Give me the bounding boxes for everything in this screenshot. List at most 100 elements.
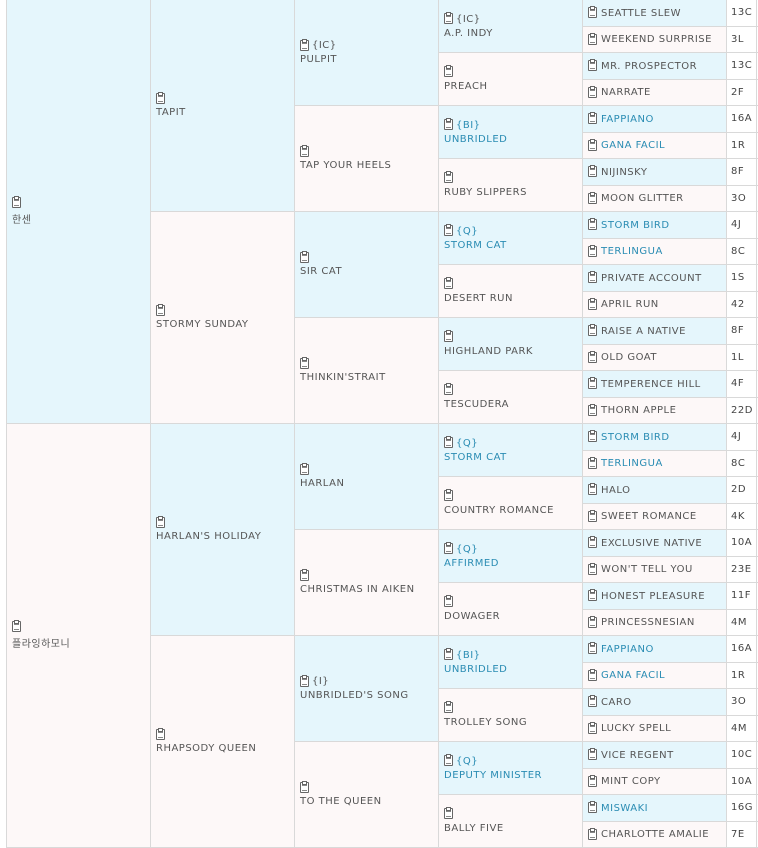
ancestor-cell-g5-5[interactable]: GANA FACIL — [583, 132, 727, 159]
ancestor-cell-g5-24[interactable]: FAPPIANO — [583, 636, 727, 663]
clipboard-icon[interactable] — [588, 378, 597, 389]
ancestor-cell-g5-23[interactable]: PRINCESSNESIAN — [583, 609, 727, 636]
clipboard-icon[interactable] — [588, 405, 597, 416]
clipboard-icon[interactable] — [588, 802, 597, 813]
clipboard-icon[interactable] — [588, 617, 597, 628]
horse-name-link[interactable]: MISWAKI — [601, 803, 648, 814]
clipboard-icon[interactable] — [444, 543, 453, 554]
ancestor-cell-g4-1[interactable]: PREACH — [439, 53, 583, 106]
ancestor-cell-g4-8[interactable]: {Q}STORM CAT — [439, 424, 583, 477]
horse-name-link[interactable]: FAPPIANO — [601, 644, 654, 655]
clipboard-icon[interactable] — [12, 197, 21, 208]
horse-name-link[interactable]: TERLINGUA — [601, 246, 663, 257]
clipboard-icon[interactable] — [444, 490, 453, 501]
horse-name-link[interactable]: TROLLEY SONG — [444, 717, 582, 728]
ancestor-cell-g4-0[interactable]: {IC}A.P. INDY — [439, 0, 583, 53]
clipboard-icon[interactable] — [588, 352, 597, 363]
horse-name-link[interactable]: EXCLUSIVE NATIVE — [601, 538, 702, 549]
horse-name-link[interactable]: PULPIT — [300, 54, 438, 65]
ancestor-cell-g5-1[interactable]: WEEKEND SURPRISE — [583, 26, 727, 53]
clipboard-icon[interactable] — [588, 749, 597, 760]
ancestor-cell-g5-15[interactable]: THORN APPLE — [583, 397, 727, 424]
clipboard-icon[interactable] — [588, 113, 597, 124]
ancestor-cell-g4-11[interactable]: DOWAGER — [439, 583, 583, 636]
ancestor-cell-g2-0[interactable]: TAPIT — [151, 0, 295, 212]
horse-name-link[interactable]: VICE REGENT — [601, 750, 674, 761]
clipboard-icon[interactable] — [588, 643, 597, 654]
clipboard-icon[interactable] — [588, 537, 597, 548]
horse-name-link[interactable]: NIJINSKY — [601, 167, 647, 178]
ancestor-cell-g5-12[interactable]: RAISE A NATIVE — [583, 318, 727, 345]
horse-name-link[interactable]: STORM BIRD — [601, 220, 670, 231]
horse-name-link[interactable]: STORM BIRD — [601, 432, 670, 443]
horse-name-link[interactable]: TESCUDERA — [444, 399, 582, 410]
clipboard-icon[interactable] — [12, 621, 21, 632]
horse-name-link[interactable]: COUNTRY ROMANCE — [444, 505, 582, 516]
ancestor-cell-g3-1[interactable]: TAP YOUR HEELS — [295, 106, 439, 212]
clipboard-icon[interactable] — [300, 146, 309, 157]
horse-name-link[interactable]: UNBRIDLED — [444, 134, 582, 145]
ancestor-cell-g5-31[interactable]: CHARLOTTE AMALIE — [583, 821, 727, 848]
horse-name-link[interactable]: RUBY SLIPPERS — [444, 187, 582, 198]
horse-name-link[interactable]: HONEST PLEASURE — [601, 591, 705, 602]
ancestor-cell-g5-7[interactable]: MOON GLITTER — [583, 185, 727, 212]
ancestor-cell-g4-6[interactable]: HIGHLAND PARK — [439, 318, 583, 371]
ancestor-cell-g5-18[interactable]: HALO — [583, 477, 727, 504]
horse-name-link[interactable]: TEMPERENCE HILL — [601, 379, 701, 390]
ancestor-cell-g5-10[interactable]: PRIVATE ACCOUNT — [583, 265, 727, 292]
ancestor-cell-g5-29[interactable]: MINT COPY — [583, 768, 727, 795]
clipboard-icon[interactable] — [588, 166, 597, 177]
clipboard-icon[interactable] — [588, 670, 597, 681]
clipboard-icon[interactable] — [300, 782, 309, 793]
horse-name-link[interactable]: HIGHLAND PARK — [444, 346, 582, 357]
ancestor-cell-g4-13[interactable]: TROLLEY SONG — [439, 689, 583, 742]
clipboard-icon[interactable] — [588, 776, 597, 787]
horse-name-link[interactable]: MOON GLITTER — [601, 193, 684, 204]
clipboard-icon[interactable] — [444, 225, 453, 236]
ancestor-cell-g4-7[interactable]: TESCUDERA — [439, 371, 583, 424]
horse-name-link[interactable]: OLD GOAT — [601, 352, 657, 363]
clipboard-icon[interactable] — [156, 517, 165, 528]
horse-name-link[interactable]: UNBRIDLED — [444, 664, 582, 675]
clipboard-icon[interactable] — [444, 808, 453, 819]
clipboard-icon[interactable] — [156, 305, 165, 316]
horse-name-link[interactable]: STORMY SUNDAY — [156, 319, 294, 330]
horse-name-link[interactable]: GANA FACIL — [601, 670, 665, 681]
horse-name-link[interactable]: GANA FACIL — [601, 140, 665, 151]
clipboard-icon[interactable] — [444, 596, 453, 607]
ancestor-cell-g5-8[interactable]: STORM BIRD — [583, 212, 727, 239]
ancestor-cell-g4-2[interactable]: {BI}UNBRIDLED — [439, 106, 583, 159]
horse-name-link[interactable]: UNBRIDLED'S SONG — [300, 690, 438, 701]
ancestor-cell-g4-9[interactable]: COUNTRY ROMANCE — [439, 477, 583, 530]
clipboard-icon[interactable] — [588, 7, 597, 18]
ancestor-cell-g4-12[interactable]: {BI}UNBRIDLED — [439, 636, 583, 689]
ancestor-cell-g5-20[interactable]: EXCLUSIVE NATIVE — [583, 530, 727, 557]
ancestor-cell-g4-10[interactable]: {Q}AFFIRMED — [439, 530, 583, 583]
clipboard-icon[interactable] — [300, 570, 309, 581]
horse-name-link[interactable]: THINKIN'STRAIT — [300, 372, 438, 383]
horse-name-link[interactable]: WON'T TELL YOU — [601, 564, 693, 575]
horse-name-link[interactable]: WEEKEND SURPRISE — [601, 34, 712, 45]
horse-name-link[interactable]: PRIVATE ACCOUNT — [601, 273, 702, 284]
ancestor-cell-g3-5[interactable]: CHRISTMAS IN AIKEN — [295, 530, 439, 636]
clipboard-icon[interactable] — [588, 458, 597, 469]
clipboard-icon[interactable] — [444, 702, 453, 713]
horse-name-link[interactable]: LUCKY SPELL — [601, 723, 671, 734]
clipboard-icon[interactable] — [444, 66, 453, 77]
clipboard-icon[interactable] — [300, 358, 309, 369]
horse-name-link[interactable]: RAISE A NATIVE — [601, 326, 686, 337]
clipboard-icon[interactable] — [588, 272, 597, 283]
ancestor-cell-g5-21[interactable]: WON'T TELL YOU — [583, 556, 727, 583]
ancestor-cell-g3-7[interactable]: TO THE QUEEN — [295, 742, 439, 848]
horse-name-link[interactable]: STORM CAT — [444, 452, 582, 463]
horse-name-link[interactable]: MINT COPY — [601, 776, 661, 787]
clipboard-icon[interactable] — [156, 93, 165, 104]
horse-name-link[interactable]: DOWAGER — [444, 611, 582, 622]
horse-name-link[interactable]: DESERT RUN — [444, 293, 582, 304]
clipboard-icon[interactable] — [444, 649, 453, 660]
ancestor-cell-g5-9[interactable]: TERLINGUA — [583, 238, 727, 265]
ancestor-cell-g5-25[interactable]: GANA FACIL — [583, 662, 727, 689]
clipboard-icon[interactable] — [588, 87, 597, 98]
horse-name-link[interactable]: PRINCESSNESIAN — [601, 617, 695, 628]
ancestor-cell-g2-2[interactable]: HARLAN'S HOLIDAY — [151, 424, 295, 636]
